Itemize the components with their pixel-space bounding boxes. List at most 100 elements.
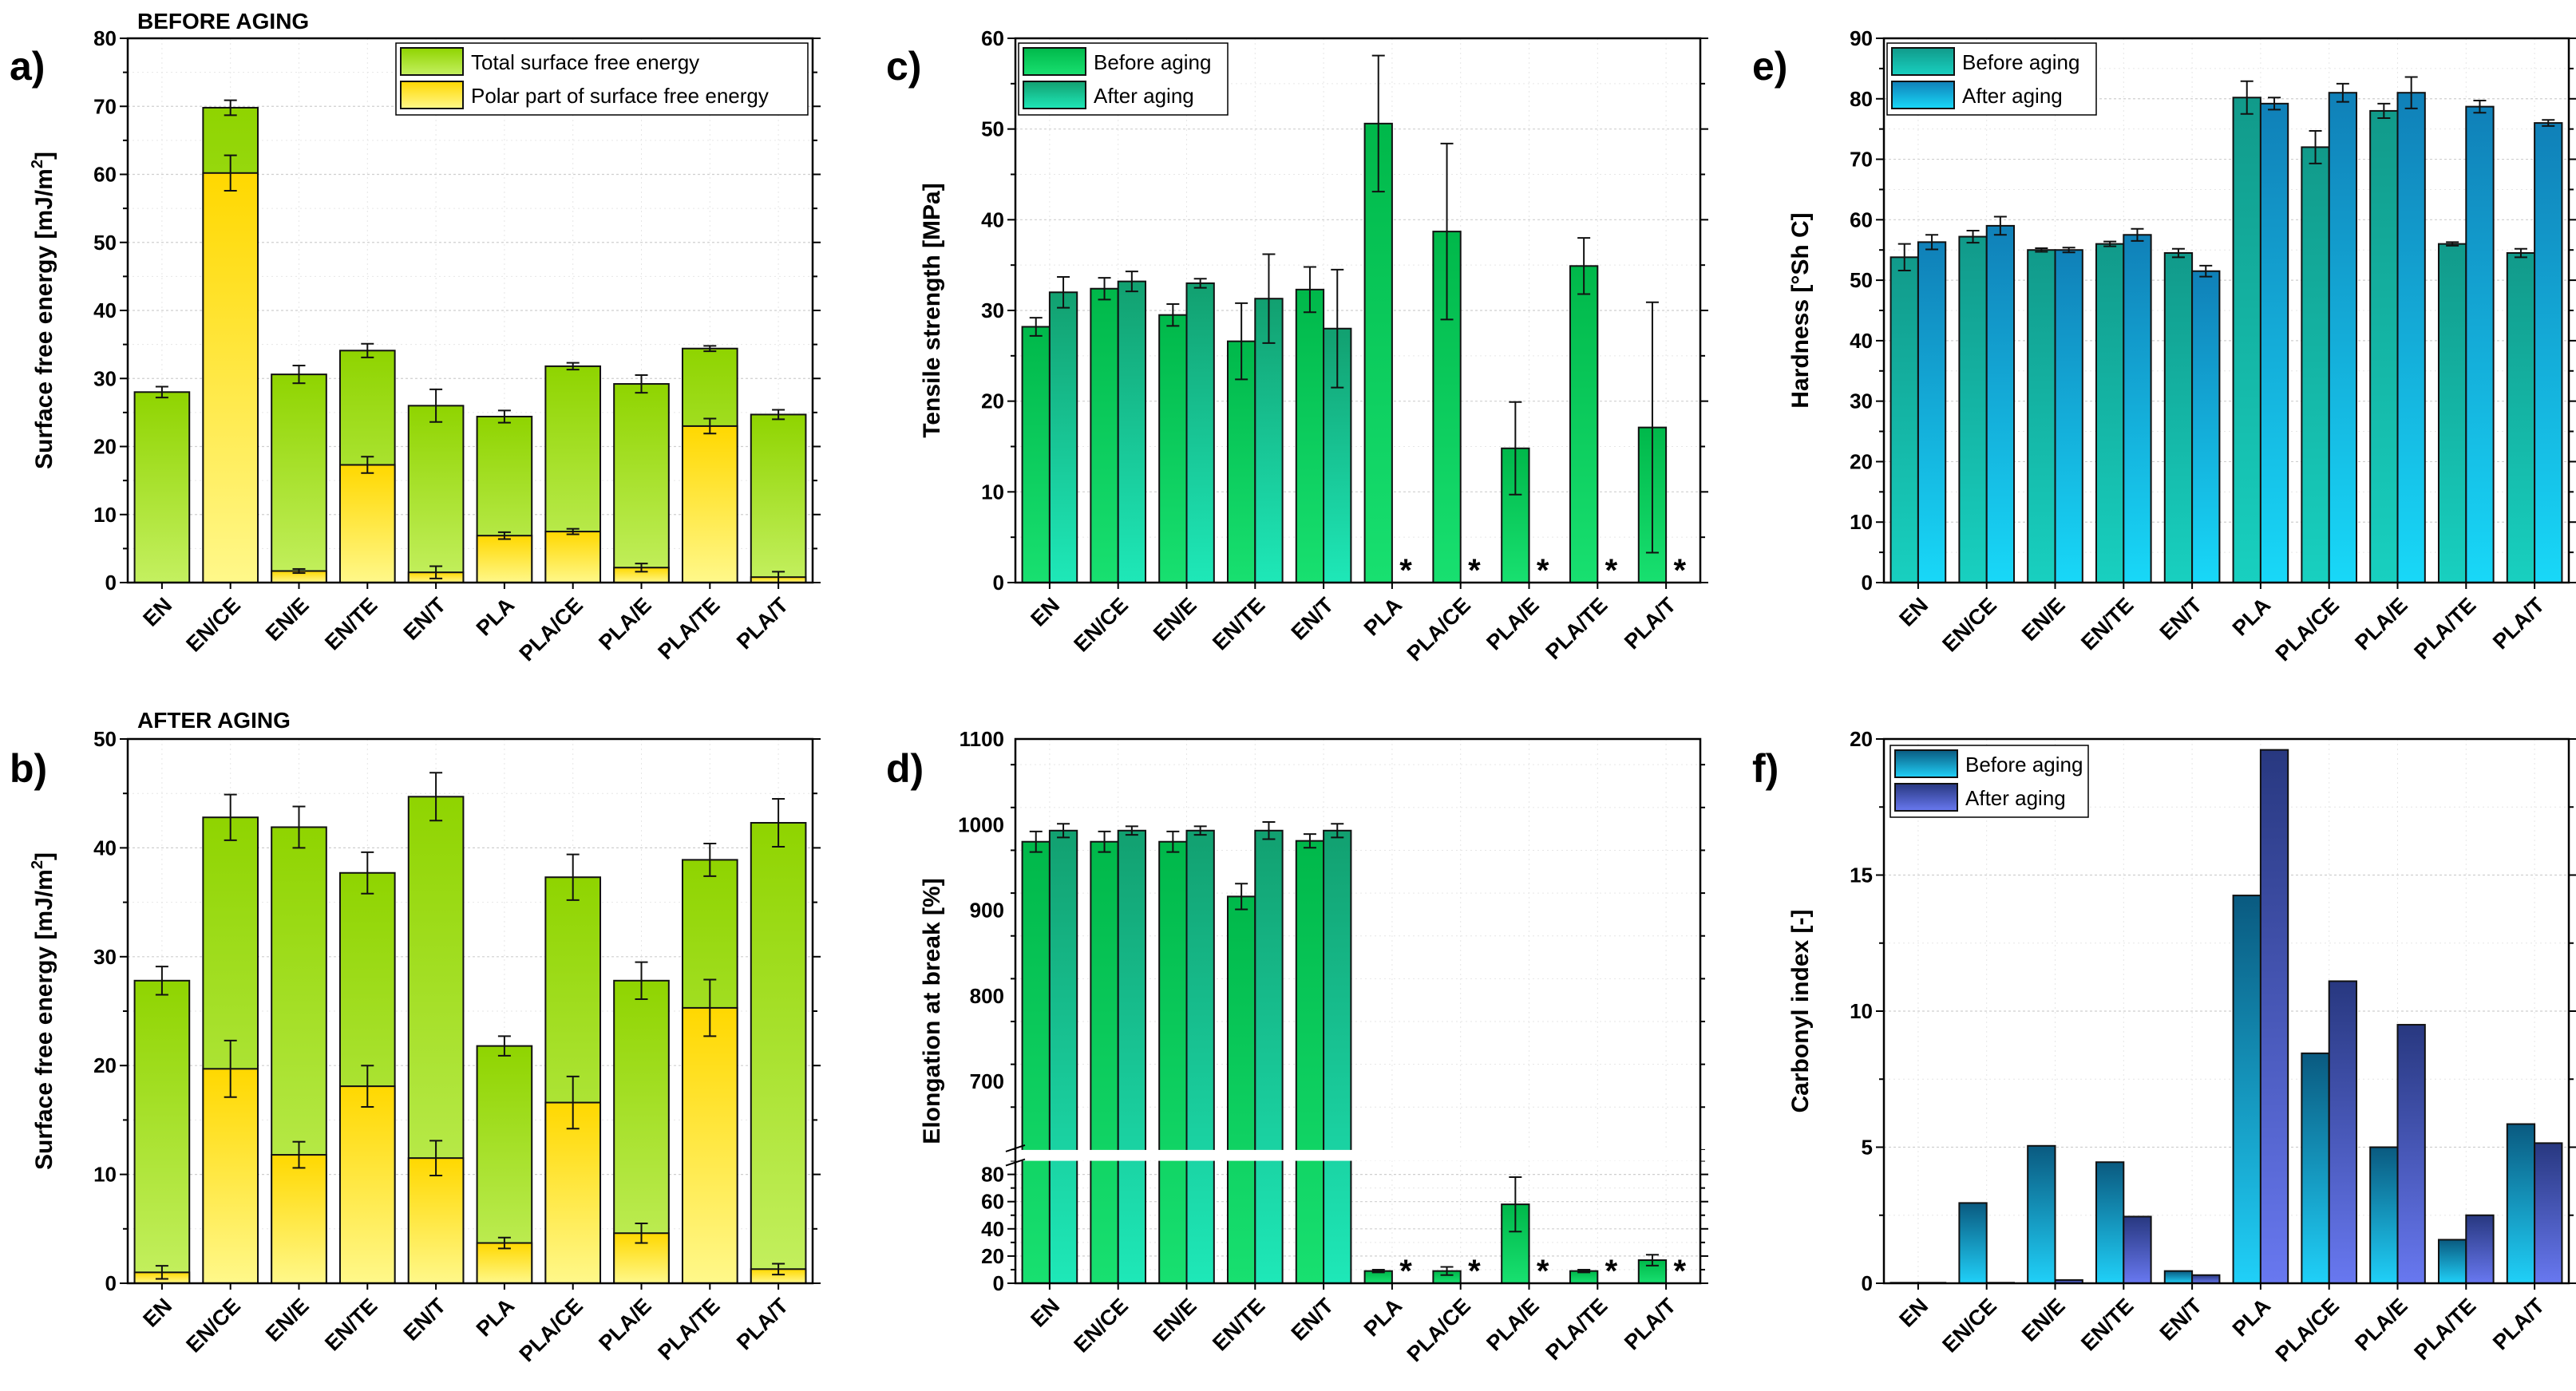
y-axis-label: Tensile strength [MPa] [919, 183, 945, 437]
bar-e-before [1958, 235, 1988, 583]
bar-b-polar [476, 1242, 533, 1284]
x-tick-label: EN/E [261, 593, 314, 646]
bar-e-before [2301, 146, 2330, 583]
y-tick-label: 10 [981, 480, 1004, 504]
y-axis-label: Surface free energy [mJ/m2] [29, 152, 57, 469]
panel-e: e) 0 10 20 30 40 50 60 70 80 90 EN EN/CE EN/E EN/TE EN/… [1752, 26, 2576, 666]
bar-b-total [750, 822, 807, 1284]
x-tick-label: PLA/CE [515, 593, 588, 666]
bar-c-after [1254, 298, 1284, 583]
x-tick-label: EN [1026, 1294, 1064, 1332]
y-tick-label: 50 [1850, 268, 1873, 292]
x-tick-label: EN/E [1149, 1294, 1201, 1346]
y-tick-label: 0 [105, 571, 117, 595]
bar-a-total [613, 383, 670, 583]
x-tick-label: PLA/E [594, 1294, 655, 1355]
panel-label-c: c) [886, 44, 921, 89]
bar-e-before [2095, 243, 2125, 583]
bar-f-after [2123, 1215, 2152, 1284]
bar-d-before [1295, 840, 1325, 1284]
y-tick-label: 80 [93, 26, 117, 50]
plot-frame [126, 37, 814, 584]
y-tick-label: 10 [93, 1163, 117, 1187]
y-tick-label: 80 [1850, 87, 1873, 111]
x-tick-label: PLA/CE [2271, 593, 2344, 666]
y-tick-label: 15 [1850, 863, 1873, 887]
missing-marker: * [1399, 553, 1412, 588]
bar-f-before [2232, 895, 2261, 1284]
bar-e-before [2232, 97, 2261, 584]
bar-d-after [1048, 829, 1078, 1284]
x-tick-label: PLA/CE [2271, 1294, 2344, 1366]
plot-frame [1014, 737, 1702, 1285]
x-tick-label: EN/T [399, 593, 451, 645]
bar-d-after [1254, 829, 1284, 1284]
y-tick-label: 70 [1850, 148, 1873, 172]
bar-b-polar [681, 1006, 738, 1284]
y-tick-label: 0 [1862, 1271, 1873, 1295]
y-axis-label: Hardness [°Sh C] [1787, 212, 1814, 408]
y-axis-label: Carbonyl index [-] [1787, 909, 1814, 1112]
legend-label: After aging [1962, 84, 2063, 108]
bar-f-after [2328, 980, 2358, 1284]
x-tick-label: EN/T [1287, 1294, 1339, 1346]
x-tick-label: EN/E [2017, 1294, 2070, 1346]
x-tick-label: EN/TE [2076, 593, 2138, 654]
y-axis-label: Surface free energy [mJ/m2] [29, 852, 57, 1170]
x-tick-label: EN/CE [1937, 593, 2001, 657]
missing-marker: * [1605, 553, 1618, 588]
bar-f-before [2027, 1144, 2056, 1285]
legend-swatch [400, 81, 464, 109]
y-tick-label: 0 [105, 1271, 117, 1295]
bar-e-after [2054, 249, 2083, 583]
bar-f-after [2534, 1142, 2563, 1285]
bar-f-before [2437, 1239, 2467, 1284]
x-tick-label: EN/TE [320, 1294, 382, 1355]
bar-c-before [1158, 314, 1188, 583]
x-tick-label: EN/TE [320, 593, 382, 654]
x-tick-label: EN/CE [1069, 593, 1133, 657]
bar-d-after [1185, 829, 1215, 1284]
y-tick-label: 90 [1850, 26, 1873, 50]
missing-marker: * [1673, 553, 1686, 588]
bar-b-polar [544, 1101, 602, 1285]
missing-marker: * [1605, 1254, 1618, 1289]
bar-e-after [2259, 102, 2289, 583]
legend-swatch [1023, 47, 1086, 76]
bar-e-after [2123, 234, 2152, 583]
bar-f-after [2259, 749, 2289, 1284]
y-tick-label: 0 [993, 571, 1004, 595]
y-tick-label: 60 [93, 163, 117, 187]
bar-d-before [1021, 840, 1051, 1285]
y-axis-label: Elongation at break [%] [919, 878, 945, 1144]
x-tick-label: PLA [1359, 593, 1407, 640]
x-tick-label: EN/E [261, 1294, 314, 1346]
plot-frame [126, 737, 814, 1285]
bar-e-after [1985, 224, 2016, 583]
bar-b-polar [202, 1068, 259, 1284]
y-tick-label: 40 [93, 298, 117, 322]
missing-marker: * [1673, 1254, 1686, 1289]
x-tick-label: EN/CE [1937, 1294, 2001, 1357]
bar-c-before [1090, 287, 1119, 583]
bar-d-before [1090, 840, 1119, 1285]
bar-e-after [1917, 241, 1947, 583]
x-tick-label: EN/TE [1208, 593, 1269, 654]
y-tick-label: 40 [981, 1217, 1004, 1241]
plot-frame [1882, 37, 2570, 584]
y-tick-label: 80 [981, 1163, 1004, 1187]
x-tick-label: PLA/T [1620, 593, 1681, 654]
bar-e-before [2163, 252, 2194, 583]
panel-label-a: a) [10, 44, 45, 89]
y-tick-label: 70 [93, 94, 117, 118]
bar-e-after [2465, 105, 2495, 583]
missing-marker: * [1399, 1254, 1412, 1289]
missing-marker: * [1468, 1254, 1481, 1289]
bar-e-before [2369, 109, 2399, 583]
x-tick-label: PLA/TE [653, 593, 724, 664]
bar-b-total [133, 979, 191, 1284]
legend-swatch [1891, 47, 1955, 76]
bar-f-before [2506, 1123, 2536, 1285]
